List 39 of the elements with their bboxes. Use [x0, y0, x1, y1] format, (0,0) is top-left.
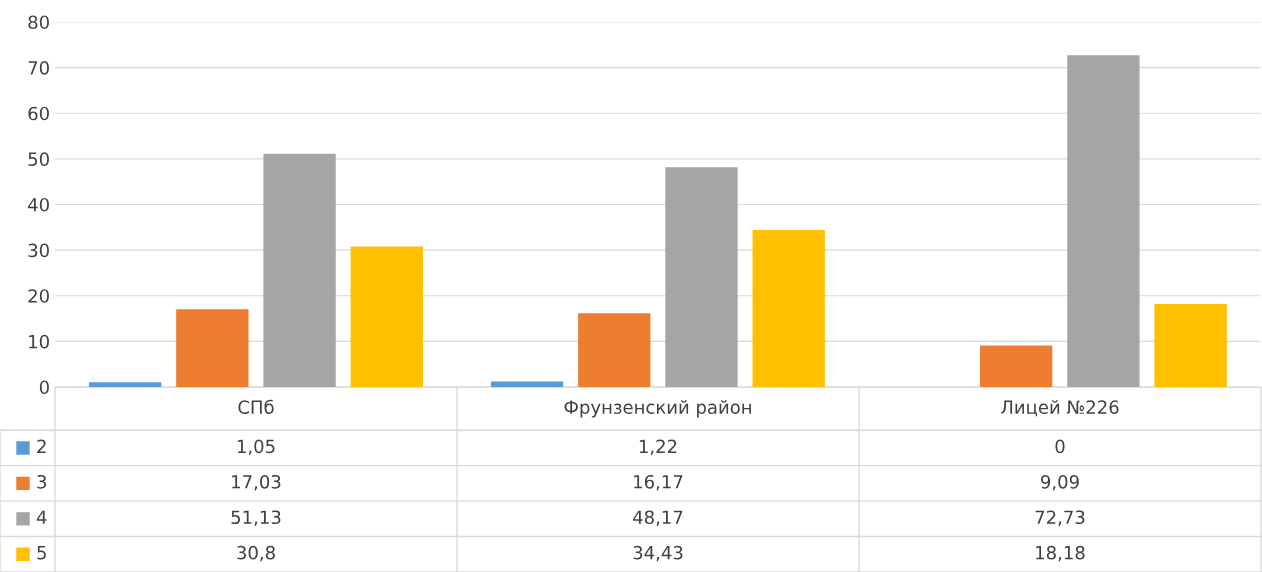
data-label: 1,22 [639, 439, 677, 456]
y-tick-label: 60 [28, 106, 49, 121]
bar [176, 309, 249, 387]
y-tick-label: 30 [28, 243, 49, 258]
y-tick-label: 10 [29, 334, 49, 349]
data-label: 34,43 [633, 545, 683, 562]
y-tick-label: 50 [28, 152, 49, 166]
bar [980, 345, 1053, 387]
legend-label: 5 [37, 546, 46, 560]
data-label: 30,8 [237, 545, 275, 562]
data-label: 72,73 [1035, 510, 1085, 526]
data-label: 9,09 [1041, 474, 1079, 491]
legend-label: 2 [37, 439, 46, 453]
bar [263, 153, 336, 387]
y-tick-label: 0 [39, 380, 49, 395]
bar [752, 229, 825, 387]
bar [1154, 304, 1227, 387]
bar [350, 246, 423, 387]
data-label: 16,17 [634, 474, 683, 491]
data-label: 18,18 [1036, 545, 1085, 562]
y-tick-label: 70 [28, 61, 49, 75]
bar [490, 381, 564, 387]
data-label: 17,03 [232, 474, 281, 491]
x-tick-label: СПб [238, 399, 274, 414]
bar [1067, 55, 1140, 387]
x-tick-label: Фрунзенский район [564, 400, 751, 418]
bar [665, 167, 738, 387]
data-label: 51,13 [231, 510, 281, 526]
data-label: 0 [1055, 439, 1065, 454]
y-tick-label: 80 [28, 15, 49, 30]
legend-label: 3 [37, 474, 47, 489]
y-tick-label: 20 [28, 289, 49, 303]
legend-label: 4 [36, 510, 47, 524]
x-tick-label: Лицей №226 [1001, 400, 1119, 417]
bar [88, 382, 162, 387]
bar [578, 313, 651, 387]
y-tick-label: 40 [28, 197, 49, 212]
data-label: 1,05 [237, 439, 275, 456]
data-label: 48,17 [633, 510, 683, 526]
